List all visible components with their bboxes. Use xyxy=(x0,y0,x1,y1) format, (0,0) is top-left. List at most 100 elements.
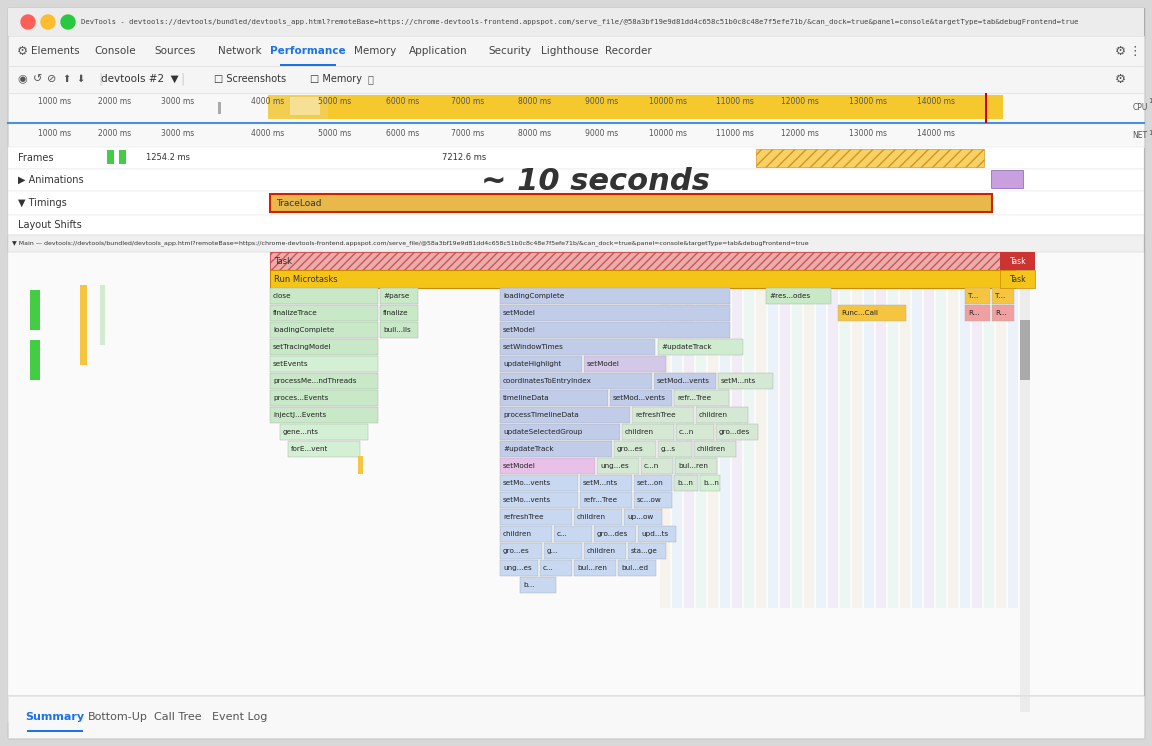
Text: 2000 ms: 2000 ms xyxy=(98,128,131,137)
Text: proces...Events: proces...Events xyxy=(273,395,328,401)
Text: NET: NET xyxy=(1132,131,1147,140)
Bar xyxy=(1000,270,1034,288)
Bar xyxy=(8,215,1144,235)
Text: up...ow: up...ow xyxy=(627,514,653,520)
Bar xyxy=(984,288,994,608)
Bar xyxy=(520,577,556,593)
Bar xyxy=(8,123,1144,147)
Bar xyxy=(1020,252,1030,712)
Bar xyxy=(574,560,616,576)
Text: g...s: g...s xyxy=(661,446,676,452)
Text: Task: Task xyxy=(274,257,291,266)
Text: ↺: ↺ xyxy=(33,74,43,84)
Bar xyxy=(8,191,1144,215)
Bar xyxy=(700,475,720,491)
Text: 7212.6 ms: 7212.6 ms xyxy=(442,154,486,163)
Bar xyxy=(380,322,418,338)
Text: sta...ge: sta...ge xyxy=(631,548,658,554)
Bar xyxy=(828,288,838,608)
Text: setModel: setModel xyxy=(503,463,536,469)
Text: 6000 ms: 6000 ms xyxy=(386,128,419,137)
Bar xyxy=(634,475,672,491)
Text: c...n: c...n xyxy=(644,463,659,469)
Text: ung...es: ung...es xyxy=(503,565,532,571)
Text: ⊘: ⊘ xyxy=(47,74,56,84)
Bar xyxy=(30,340,40,380)
Bar xyxy=(584,356,666,372)
Text: refreshTree: refreshTree xyxy=(503,514,544,520)
Bar xyxy=(696,407,748,423)
Text: Bottom-Up: Bottom-Up xyxy=(88,712,147,722)
Bar xyxy=(270,407,378,423)
Bar xyxy=(660,288,670,608)
Bar xyxy=(500,356,582,372)
Text: 13000 ms: 13000 ms xyxy=(849,128,887,137)
Bar xyxy=(658,339,743,355)
Bar xyxy=(1000,252,1034,270)
Text: c...: c... xyxy=(543,565,554,571)
Bar xyxy=(766,288,831,304)
Bar xyxy=(270,194,992,212)
Text: setEvents: setEvents xyxy=(273,361,309,367)
Text: ⋮: ⋮ xyxy=(1129,45,1142,57)
Bar xyxy=(500,441,612,457)
Bar xyxy=(500,543,541,559)
Bar xyxy=(8,66,1144,93)
Text: gro...des: gro...des xyxy=(719,429,750,435)
Bar xyxy=(579,492,632,508)
Text: Security: Security xyxy=(488,46,531,56)
Bar xyxy=(617,560,655,576)
Text: refreshTree: refreshTree xyxy=(635,412,675,418)
Text: b...n: b...n xyxy=(703,480,719,486)
Bar xyxy=(500,560,538,576)
Text: ▼ Timings: ▼ Timings xyxy=(18,198,67,208)
Bar xyxy=(864,288,874,608)
Text: sc...ow: sc...ow xyxy=(637,497,661,503)
Text: refr...Tree: refr...Tree xyxy=(583,497,617,503)
Text: updateHighlight: updateHighlight xyxy=(503,361,561,367)
Bar xyxy=(780,288,790,608)
Text: bul...ren: bul...ren xyxy=(679,463,707,469)
Text: Application: Application xyxy=(409,46,468,56)
Text: 1000 ms: 1000 ms xyxy=(38,128,71,137)
Bar xyxy=(30,290,40,330)
Text: setTracingModel: setTracingModel xyxy=(273,344,332,350)
Bar xyxy=(500,390,608,406)
Text: 4000 ms: 4000 ms xyxy=(251,96,285,105)
Text: close: close xyxy=(273,293,291,299)
Text: b...: b... xyxy=(523,582,535,588)
Text: DevTools - devtools://devtools/bundled/devtools_app.html?remoteBase=https://chro: DevTools - devtools://devtools/bundled/d… xyxy=(82,19,1078,25)
Bar xyxy=(218,102,221,114)
Text: setModel: setModel xyxy=(503,310,536,316)
Text: setM...nts: setM...nts xyxy=(583,480,619,486)
Bar xyxy=(658,441,692,457)
Bar xyxy=(628,543,666,559)
Bar xyxy=(676,424,714,440)
Text: injectJ...Events: injectJ...Events xyxy=(273,412,326,418)
Bar xyxy=(622,424,674,440)
Bar xyxy=(268,95,328,119)
Bar xyxy=(500,424,620,440)
Bar xyxy=(8,93,1144,123)
Text: 3000 ms: 3000 ms xyxy=(161,128,195,137)
Text: Run Microtasks: Run Microtasks xyxy=(274,275,338,283)
Bar xyxy=(554,526,592,542)
Bar xyxy=(1008,288,1018,608)
Text: loadingComplete: loadingComplete xyxy=(273,327,334,333)
Text: Lighthouse: Lighthouse xyxy=(541,46,599,56)
Text: Sources: Sources xyxy=(154,46,196,56)
Bar xyxy=(8,8,1144,36)
Bar xyxy=(996,288,1006,608)
Text: c...n: c...n xyxy=(679,429,695,435)
Bar xyxy=(280,64,336,66)
Bar xyxy=(8,252,1144,722)
Text: b...n: b...n xyxy=(677,480,692,486)
Text: setWindowTimes: setWindowTimes xyxy=(503,344,563,350)
Text: □ Screenshots: □ Screenshots xyxy=(214,74,286,84)
Text: 15: 15 xyxy=(1149,98,1152,104)
Bar xyxy=(935,288,946,608)
Text: 1254.2 ms: 1254.2 ms xyxy=(146,154,190,163)
Bar xyxy=(876,288,886,608)
Bar xyxy=(991,170,1023,188)
Text: setMod...vents: setMod...vents xyxy=(657,378,710,384)
